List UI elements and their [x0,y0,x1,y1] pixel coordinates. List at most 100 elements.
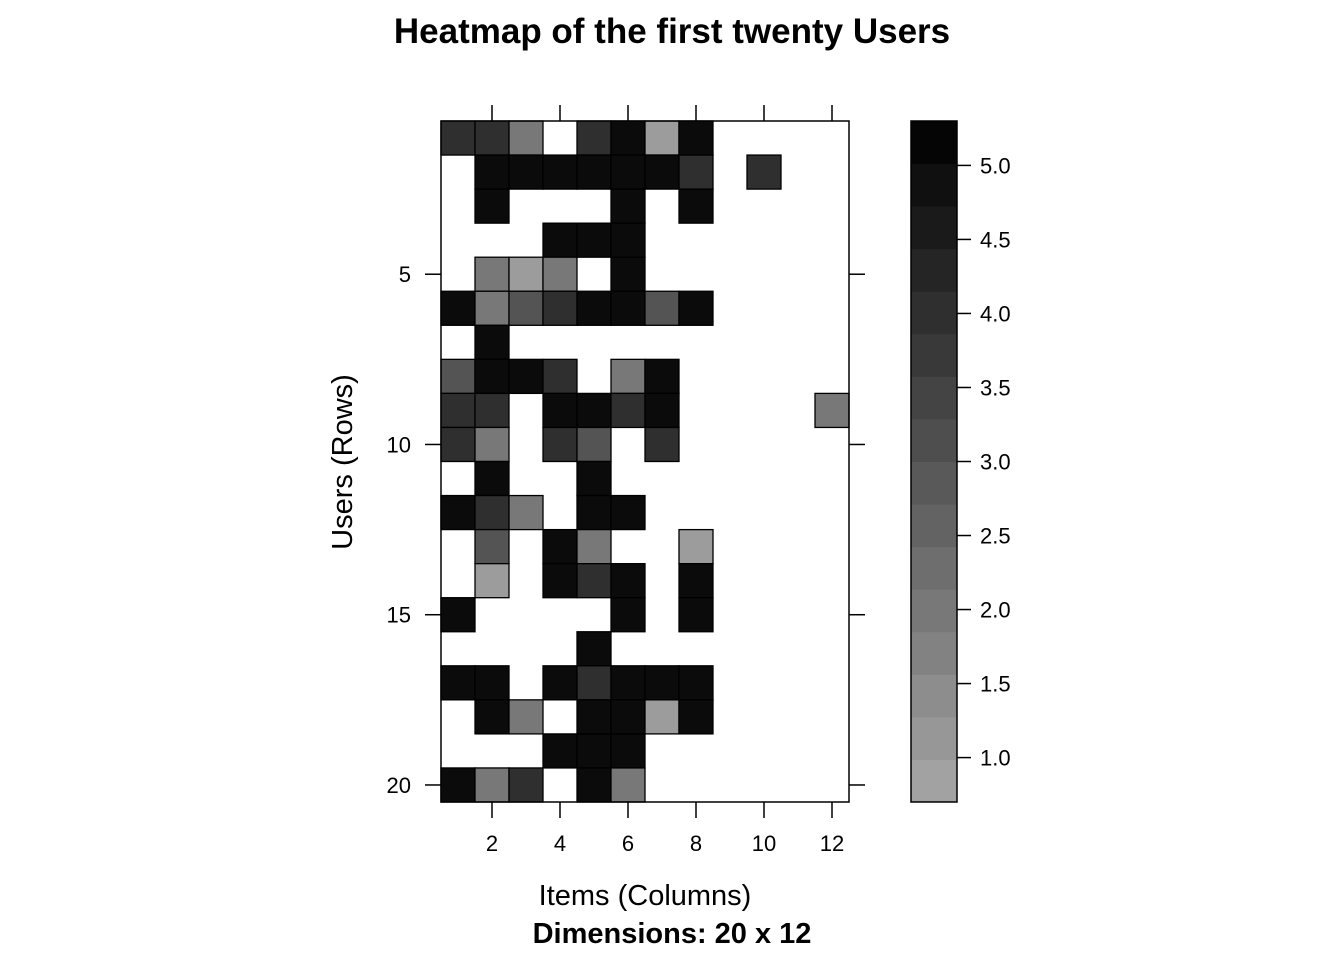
heatmap-cell [508,290,544,326]
colorbar-band [911,291,957,335]
heatmap-cell [474,528,510,565]
heatmap-cell [576,699,612,735]
heatmap-cell [576,290,612,326]
colorbar-band [911,418,957,462]
heatmap-cell [678,563,714,599]
colorbar-band [911,376,957,420]
x-axis: 2 4 6 8 10 12 [486,105,844,856]
x-tick-label: 8 [690,831,702,856]
y-tick-label: 10 [387,432,411,457]
heatmap-cell [610,563,646,599]
colorbar-band [911,759,957,803]
heatmap-cell [610,767,646,803]
heatmap-cell [644,358,680,395]
heatmap-cell [474,358,510,395]
colorbar-band [911,716,957,760]
colorbar-band [911,631,957,675]
heatmap-cell [610,392,646,429]
heatmap-cell [576,631,612,667]
heatmap-cells [440,120,850,803]
heatmap-cell [440,665,476,701]
colorbar-band [911,121,957,165]
heatmap-cell [576,120,612,156]
heatmap-cell [474,290,510,326]
heatmap-cell [508,767,544,803]
heatmap-cell [814,392,850,429]
heatmap-cell [542,256,578,292]
heatmap-cell [576,460,612,497]
colorbar-band [911,461,957,505]
colorbar-band [911,674,957,718]
dimensions-label: Dimensions: 20 x 12 [533,918,812,950]
x-tick-label: 4 [554,831,566,856]
heatmap-cell [576,426,612,463]
heatmap-cell [440,290,476,326]
heatmap-cell [542,290,578,326]
heatmap-cell [610,290,646,326]
heatmap-cell [508,256,544,292]
y-tick-label: 20 [387,773,411,798]
heatmap-cell [644,699,680,735]
heatmap-cell [474,154,510,190]
colorbar-tick-label: 4.5 [980,227,1011,252]
heatmap-cell [474,699,510,735]
heatmap-cell [440,392,476,429]
heatmap-cell [542,528,578,565]
heatmap-cell [440,358,476,395]
heatmap-cell [678,154,714,190]
heatmap-cell [542,426,578,463]
colorbar-tick-label: 3.5 [980,375,1011,400]
heatmap-cell [678,597,714,633]
heatmap-cell [610,597,646,633]
heatmap-cell [542,392,578,429]
heatmap-cell [542,563,578,599]
colorbar-band [911,546,957,590]
heatmap-cell [576,733,612,769]
colorbar: 1.0 1.5 2.0 2.5 3.0 3.5 4.0 4.5 5.0 [910,120,1011,803]
heatmap-cell [508,358,544,395]
heatmap-cell [474,494,510,531]
heatmap-cell [440,597,476,633]
colorbar-tick-label: 1.0 [980,746,1011,771]
heatmap-cell [474,563,510,599]
heatmap-cell [576,528,612,565]
heatmap-cell [610,222,646,258]
heatmap-cell [610,699,646,735]
heatmap-cell [474,324,510,360]
y-tick-label: 5 [399,262,411,287]
heatmap-cell [644,392,680,429]
heatmap-cell [678,665,714,701]
heatmap-cell [610,494,646,531]
heatmap-cell [508,699,544,735]
x-tick-label: 2 [486,831,498,856]
heatmap-cell [542,665,578,701]
y-tick-label: 15 [387,603,411,628]
heatmap-cell [508,120,544,156]
heatmap-cell [610,120,646,156]
heatmap-cell [474,460,510,497]
colorbar-tick-label: 2.5 [980,524,1011,549]
heatmap-cell [644,120,680,156]
heatmap-cell [678,528,714,565]
heatmap-cell [474,188,510,224]
colorbar-band [911,163,957,207]
chart-title: Heatmap of the first twenty Users [394,12,950,51]
heatmap-cell [440,494,476,531]
colorbar-tick-label: 2.0 [980,598,1011,623]
colorbar-tick-label: 5.0 [980,153,1011,178]
heatmap-cell [542,154,578,190]
heatmap-cell [508,494,544,531]
heatmap-cell [440,426,476,463]
heatmap-cell [576,665,612,701]
heatmap-cell [576,154,612,190]
colorbar-band [911,589,957,633]
heatmap-cell [542,222,578,258]
heatmap-cell [474,767,510,803]
y-axis-label: Users (Rows) [327,374,359,550]
y-axis: 5 10 15 20 [387,262,865,798]
heatmap-cell [610,188,646,224]
heatmap-cell [576,767,612,803]
heatmap-cell [610,256,646,292]
colorbar-tick-label: 1.5 [980,672,1011,697]
